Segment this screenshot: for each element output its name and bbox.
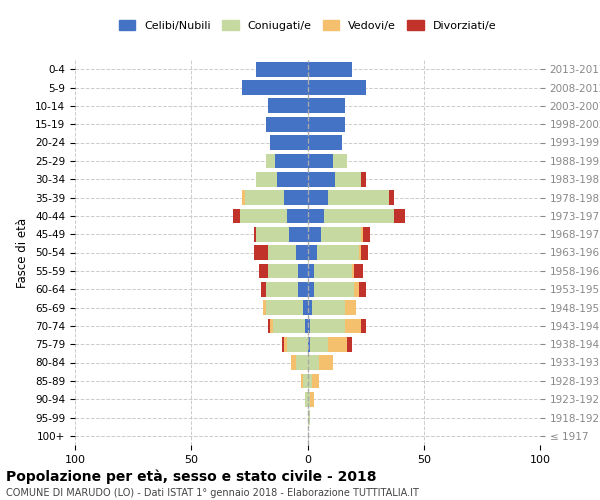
Bar bbox=[266, 154, 275, 168]
Bar bbox=[256, 227, 289, 242]
Y-axis label: Anni di nascita: Anni di nascita bbox=[599, 209, 600, 296]
Bar bbox=[268, 264, 298, 278]
Bar bbox=[317, 245, 359, 260]
Bar bbox=[268, 245, 296, 260]
Bar bbox=[305, 392, 308, 406]
Bar bbox=[266, 300, 303, 315]
Bar bbox=[308, 410, 310, 425]
Bar bbox=[271, 135, 308, 150]
Bar bbox=[242, 80, 308, 95]
Bar bbox=[319, 355, 333, 370]
Bar bbox=[308, 190, 328, 205]
Bar bbox=[344, 318, 361, 333]
Bar bbox=[268, 98, 308, 113]
Bar bbox=[308, 172, 335, 186]
Bar bbox=[310, 392, 314, 406]
Text: COMUNE DI MARUDO (LO) - Dati ISTAT 1° gennaio 2018 - Elaborazione TUTTITALIA.IT: COMUNE DI MARUDO (LO) - Dati ISTAT 1° ge… bbox=[6, 488, 419, 498]
Bar bbox=[275, 154, 308, 168]
Bar bbox=[347, 337, 352, 351]
Bar bbox=[282, 337, 284, 351]
Bar bbox=[298, 264, 308, 278]
Bar bbox=[324, 208, 394, 223]
Bar bbox=[305, 318, 308, 333]
Bar bbox=[298, 282, 308, 296]
Bar bbox=[296, 245, 308, 260]
Bar bbox=[308, 355, 319, 370]
Bar bbox=[308, 135, 343, 150]
Bar bbox=[312, 374, 319, 388]
Bar bbox=[308, 374, 312, 388]
Bar bbox=[256, 62, 308, 76]
Bar bbox=[242, 190, 245, 205]
Bar bbox=[344, 300, 356, 315]
Bar bbox=[308, 62, 352, 76]
Bar bbox=[310, 318, 344, 333]
Bar bbox=[287, 337, 308, 351]
Bar bbox=[266, 282, 298, 296]
Bar bbox=[284, 337, 287, 351]
Bar bbox=[352, 264, 354, 278]
Text: Popolazione per età, sesso e stato civile - 2018: Popolazione per età, sesso e stato civil… bbox=[6, 470, 377, 484]
Bar bbox=[308, 282, 314, 296]
Bar bbox=[233, 208, 240, 223]
Bar bbox=[308, 264, 314, 278]
Bar bbox=[314, 282, 354, 296]
Bar bbox=[308, 154, 333, 168]
Bar bbox=[263, 300, 266, 315]
Bar bbox=[308, 98, 344, 113]
Bar bbox=[261, 282, 266, 296]
Bar bbox=[359, 245, 361, 260]
Bar bbox=[277, 172, 308, 186]
Bar bbox=[335, 172, 361, 186]
Bar bbox=[322, 227, 361, 242]
Bar bbox=[271, 318, 272, 333]
Y-axis label: Fasce di età: Fasce di età bbox=[16, 218, 29, 288]
Bar bbox=[256, 172, 277, 186]
Bar bbox=[254, 245, 268, 260]
Bar bbox=[364, 227, 370, 242]
Bar bbox=[333, 154, 347, 168]
Bar bbox=[312, 300, 344, 315]
Bar bbox=[308, 208, 324, 223]
Bar bbox=[303, 374, 308, 388]
Bar bbox=[354, 264, 364, 278]
Bar bbox=[328, 190, 389, 205]
Bar bbox=[259, 264, 268, 278]
Bar bbox=[361, 318, 365, 333]
Bar bbox=[308, 117, 344, 132]
Bar bbox=[359, 282, 365, 296]
Legend: Celibi/Nubili, Coniugati/e, Vedovi/e, Divorziati/e: Celibi/Nubili, Coniugati/e, Vedovi/e, Di… bbox=[114, 16, 501, 35]
Bar bbox=[289, 227, 308, 242]
Bar bbox=[314, 264, 352, 278]
Bar bbox=[308, 80, 365, 95]
Bar bbox=[284, 190, 308, 205]
Bar bbox=[303, 300, 308, 315]
Bar bbox=[389, 190, 394, 205]
Bar bbox=[266, 117, 308, 132]
Bar bbox=[287, 208, 308, 223]
Bar bbox=[361, 172, 365, 186]
Bar bbox=[308, 337, 310, 351]
Bar bbox=[240, 208, 287, 223]
Bar bbox=[328, 337, 347, 351]
Bar bbox=[308, 300, 312, 315]
Bar bbox=[394, 208, 405, 223]
Bar bbox=[272, 318, 305, 333]
Bar bbox=[291, 355, 296, 370]
Bar bbox=[308, 392, 310, 406]
Bar bbox=[296, 355, 308, 370]
Bar bbox=[308, 318, 310, 333]
Bar bbox=[268, 318, 271, 333]
Bar bbox=[308, 227, 322, 242]
Bar bbox=[245, 190, 284, 205]
Bar bbox=[310, 337, 328, 351]
Bar bbox=[308, 245, 317, 260]
Bar bbox=[361, 227, 364, 242]
Bar bbox=[254, 227, 256, 242]
Bar bbox=[354, 282, 359, 296]
Bar bbox=[361, 245, 368, 260]
Bar bbox=[301, 374, 303, 388]
